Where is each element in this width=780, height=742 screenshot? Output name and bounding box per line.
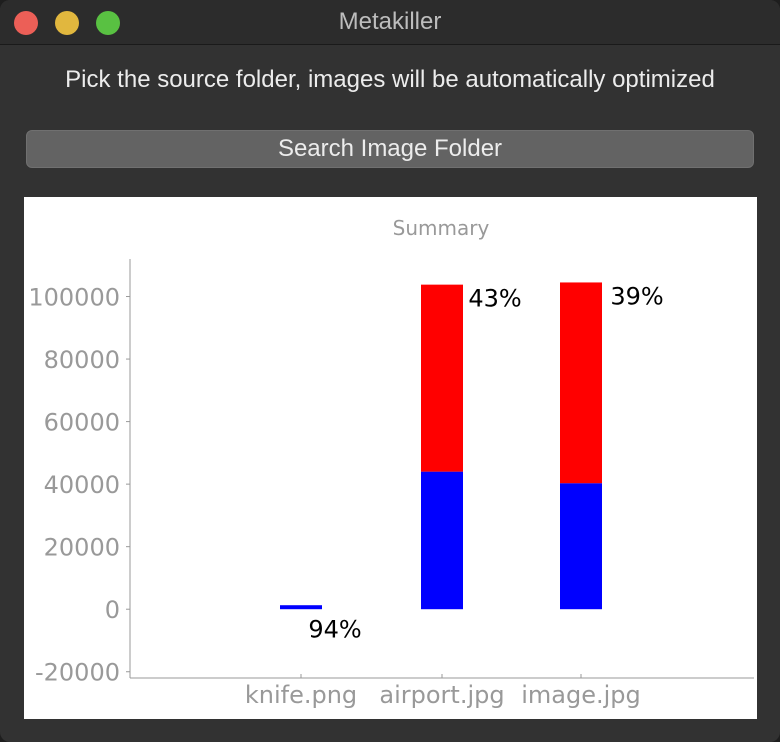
bar-percent-label: 43% (468, 285, 521, 313)
x-tick-label: image.jpg (521, 681, 641, 709)
minimize-window-button[interactable] (55, 11, 79, 35)
y-tick-label: 20000 (44, 534, 120, 562)
chart-axes: -20000 0 20000 40000 60000 80000 100000 knife.p… (28, 259, 754, 709)
title-bar: Metakiller (0, 0, 780, 45)
instruction-text: Pick the source folder, images will be a… (65, 66, 715, 93)
bar-optimized-2 (421, 471, 463, 610)
bar-saved-3 (560, 282, 602, 484)
bar-optimized-3 (560, 483, 602, 610)
window-title: Metakiller (338, 8, 442, 35)
bar-percent-label: 94% (308, 615, 361, 643)
y-tick-label: -20000 (35, 659, 120, 687)
chart-bars (280, 282, 602, 610)
summary-chart: Summary -20000 0 20000 40000 60000 80000 10000… (24, 197, 757, 719)
chart-canvas: Summary -20000 0 20000 40000 60000 80000 10000… (28, 216, 754, 709)
bar-optimized-1 (280, 605, 322, 610)
close-window-button[interactable] (14, 11, 38, 35)
y-tick-label: 80000 (44, 346, 120, 374)
bar-percent-label: 39% (610, 282, 663, 310)
chart-data-labels: 94% 43% 39% (308, 282, 663, 643)
search-image-folder-button[interactable]: Search Image Folder (26, 130, 754, 168)
maximize-window-button[interactable] (96, 11, 120, 35)
x-tick-label: airport.jpg (379, 681, 504, 709)
y-tick-label: 60000 (44, 409, 120, 437)
x-tick-label: knife.png (245, 681, 357, 709)
y-tick-label: 40000 (44, 471, 120, 499)
y-tick-label: 0 (105, 596, 120, 624)
y-tick-label: 100000 (28, 284, 120, 312)
bar-saved-2 (421, 284, 463, 472)
chart-title: Summary (393, 216, 490, 240)
